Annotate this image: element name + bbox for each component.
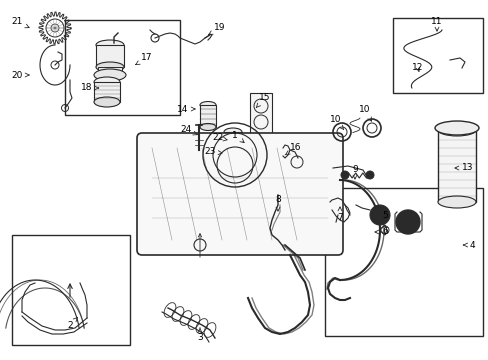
Circle shape xyxy=(395,210,419,234)
Text: 16: 16 xyxy=(285,144,301,155)
Text: 7: 7 xyxy=(336,207,342,222)
Text: 20: 20 xyxy=(11,71,29,80)
Bar xyxy=(96,45,124,67)
Text: 9: 9 xyxy=(351,166,357,179)
Text: 24: 24 xyxy=(180,126,197,135)
Bar xyxy=(65,20,180,115)
Text: 19: 19 xyxy=(208,23,225,35)
Text: 15: 15 xyxy=(256,94,270,108)
Ellipse shape xyxy=(94,69,126,81)
Ellipse shape xyxy=(200,102,216,108)
FancyBboxPatch shape xyxy=(137,133,342,255)
Text: 10: 10 xyxy=(329,116,343,130)
Text: 21: 21 xyxy=(11,18,29,28)
Text: 3: 3 xyxy=(197,328,203,342)
Bar xyxy=(249,93,271,133)
Bar xyxy=(325,188,482,336)
Bar xyxy=(437,130,475,202)
Bar xyxy=(200,105,216,127)
Ellipse shape xyxy=(437,196,475,208)
Text: 14: 14 xyxy=(177,104,195,113)
Circle shape xyxy=(365,171,373,179)
Text: 11: 11 xyxy=(430,18,442,31)
Text: 2: 2 xyxy=(67,318,78,329)
Text: 18: 18 xyxy=(81,84,98,93)
Text: 4: 4 xyxy=(463,240,474,249)
Ellipse shape xyxy=(94,77,120,87)
Bar xyxy=(12,235,130,345)
Bar xyxy=(98,67,122,75)
Text: 23: 23 xyxy=(204,148,222,157)
Text: 8: 8 xyxy=(275,195,280,211)
Ellipse shape xyxy=(96,62,124,72)
Text: 13: 13 xyxy=(454,163,473,172)
Text: 22: 22 xyxy=(212,134,226,143)
Text: 6: 6 xyxy=(374,228,387,237)
Circle shape xyxy=(340,171,348,179)
Text: 12: 12 xyxy=(411,63,423,72)
Circle shape xyxy=(369,205,389,225)
Ellipse shape xyxy=(94,97,120,107)
Ellipse shape xyxy=(434,121,478,135)
Bar xyxy=(94,82,120,102)
Bar xyxy=(224,132,242,150)
Text: 10: 10 xyxy=(359,105,371,121)
Ellipse shape xyxy=(96,40,124,50)
Bar xyxy=(392,18,482,93)
Ellipse shape xyxy=(437,124,475,136)
Text: 17: 17 xyxy=(136,54,152,64)
Text: 5: 5 xyxy=(374,211,387,220)
Text: 1: 1 xyxy=(232,130,244,143)
Ellipse shape xyxy=(224,128,242,136)
Ellipse shape xyxy=(224,146,242,154)
Ellipse shape xyxy=(200,123,216,130)
